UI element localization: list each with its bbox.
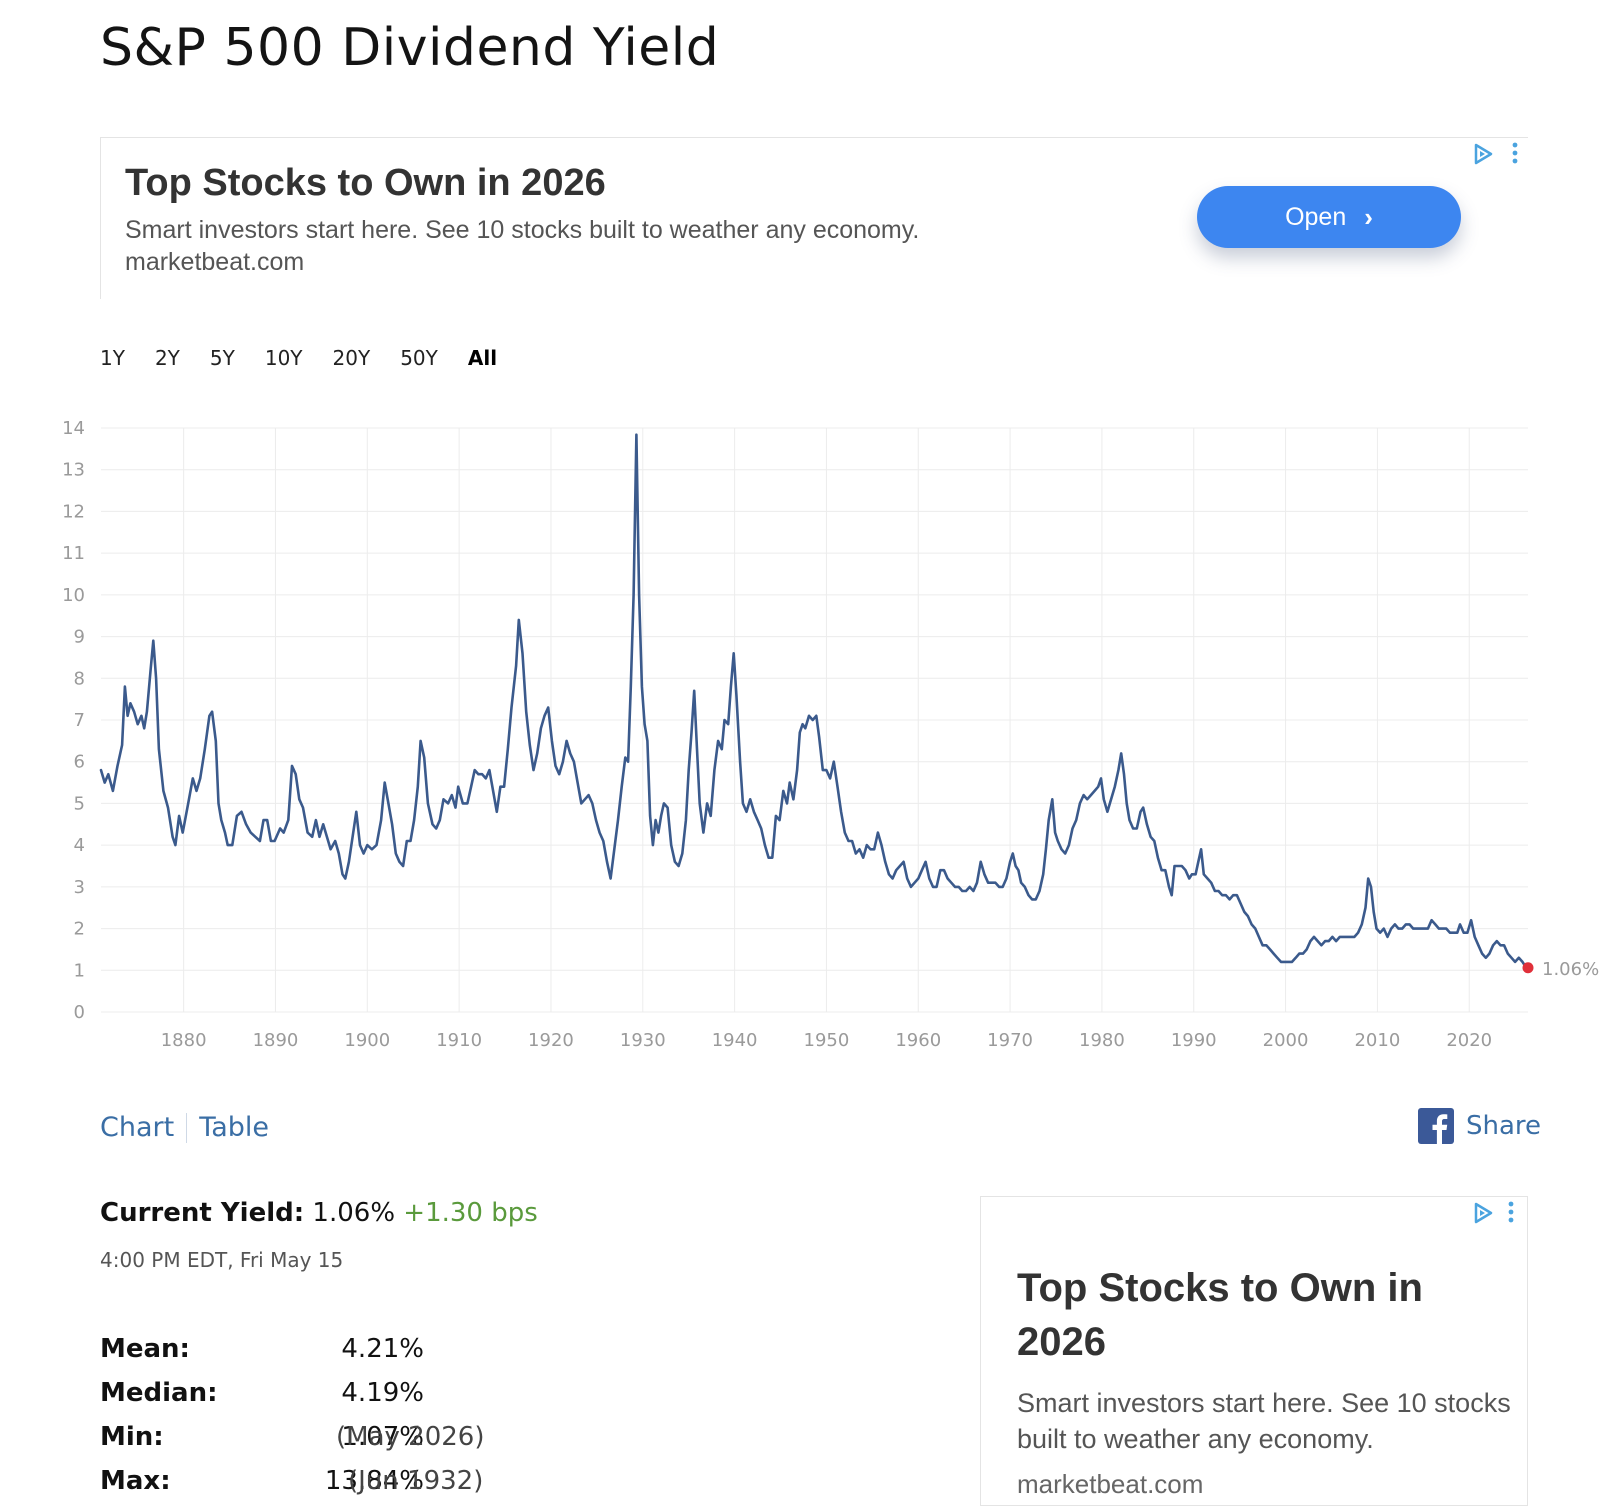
y-tick-label: 14 <box>62 418 85 439</box>
tab-table[interactable]: Table <box>199 1112 270 1143</box>
current-yield-label: Current Yield: <box>100 1198 305 1228</box>
x-tick-label: 2010 <box>1354 1030 1400 1051</box>
y-tick-label: 2 <box>74 919 85 940</box>
y-tick-label: 4 <box>74 835 85 856</box>
current-yield-timestamp: 4:00 PM EDT, Fri May 15 <box>100 1248 344 1272</box>
y-tick-label: 6 <box>74 752 85 773</box>
ad-open-label: Open <box>1285 202 1347 231</box>
top-ad-banner[interactable]: Top Stocks to Own in 2026 Smart investor… <box>100 137 1528 299</box>
y-tick-label: 5 <box>74 793 85 814</box>
yield-statistics: Mean: 4.21% Median: 4.19% Min: 1.07% (Ma… <box>100 1334 484 1510</box>
ad-headline[interactable]: Top Stocks to Own in 2026 <box>1017 1266 1423 1364</box>
y-tick-label: 7 <box>74 710 85 731</box>
current-yield: Current Yield: 1.06% +1.30 bps <box>100 1198 538 1228</box>
last-point-marker[interactable] <box>1522 962 1534 974</box>
x-tick-label: 1920 <box>528 1030 574 1051</box>
stat-median: Median: 4.19% <box>100 1378 424 1422</box>
ad-body-text: Smart investors start here. See 10 stock… <box>1017 1388 1511 1454</box>
side-ad-banner[interactable]: Top Stocks to Own in 2026 Smart investor… <box>980 1196 1528 1506</box>
last-value-label: 1.06% <box>1542 959 1599 980</box>
ad-menu-icon[interactable] <box>1507 1201 1515 1223</box>
view-toggle: Chart Table <box>100 1112 269 1143</box>
y-tick-label: 9 <box>74 627 85 648</box>
ad-open-button[interactable]: Open › <box>1197 186 1461 248</box>
x-tick-label: 1940 <box>712 1030 758 1051</box>
stat-max: Max: 13.84% (Jun 1932) <box>100 1466 483 1510</box>
adchoices-icon[interactable] <box>1471 142 1495 166</box>
share-button[interactable]: Share <box>1418 1108 1541 1144</box>
facebook-icon <box>1418 1108 1454 1144</box>
stat-value: 1.07% <box>341 1422 424 1452</box>
range-1y[interactable]: 1Y <box>100 346 125 370</box>
x-tick-label: 1900 <box>344 1030 390 1051</box>
x-tick-label: 2000 <box>1263 1030 1309 1051</box>
x-tick-label: 1930 <box>620 1030 666 1051</box>
stat-mean: Mean: 4.21% <box>100 1334 424 1378</box>
range-selector: 1Y 2Y 5Y 10Y 20Y 50Y All <box>100 346 527 370</box>
series-line[interactable] <box>99 433 1530 970</box>
y-tick-label: 12 <box>62 501 85 522</box>
y-tick-label: 0 <box>74 1002 85 1023</box>
x-tick-label: 1950 <box>804 1030 850 1051</box>
stat-value: 4.21% <box>341 1334 424 1364</box>
ad-body-text: Smart investors start here. See 10 stock… <box>125 216 920 244</box>
x-tick-label: 1990 <box>1171 1030 1217 1051</box>
current-yield-change: +1.30 bps <box>403 1198 538 1228</box>
adchoices-icon[interactable] <box>1471 1201 1495 1225</box>
stat-date: (Jun 1932) <box>348 1466 484 1496</box>
stat-label: Mean: <box>100 1334 190 1364</box>
y-tick-label: 8 <box>74 668 85 689</box>
stat-value: 13.84% <box>324 1466 424 1496</box>
ad-domain[interactable]: marketbeat.com <box>125 248 305 276</box>
range-10y[interactable]: 10Y <box>264 346 303 370</box>
x-tick-label: 1890 <box>253 1030 299 1051</box>
x-tick-label: 1880 <box>161 1030 207 1051</box>
ad-menu-icon[interactable] <box>1511 142 1519 164</box>
y-tick-label: 13 <box>62 460 85 481</box>
y-tick-label: 3 <box>74 877 85 898</box>
stat-label: Median: <box>100 1378 218 1408</box>
stat-min: Min: 1.07% (May 2026) <box>100 1422 484 1466</box>
y-tick-label: 11 <box>62 543 85 564</box>
range-2y[interactable]: 2Y <box>154 346 180 370</box>
y-tick-label: 10 <box>62 585 85 606</box>
tab-chart[interactable]: Chart <box>100 1112 175 1143</box>
x-tick-label: 2020 <box>1446 1030 1492 1051</box>
x-axis: 1880 1890 1900 1910 1920 1930 1940 1950 1960 1970… <box>161 1030 1492 1051</box>
stat-date: (May 2026) <box>336 1422 485 1452</box>
stat-label: Min: <box>100 1422 164 1452</box>
range-all[interactable]: All <box>467 346 498 370</box>
stat-label: Max: <box>100 1466 171 1496</box>
range-20y[interactable]: 20Y <box>332 346 371 370</box>
page-title: S&P 500 Dividend Yield <box>100 18 720 78</box>
toggle-divider <box>186 1112 188 1143</box>
share-label: Share <box>1466 1111 1542 1141</box>
x-tick-label: 1970 <box>987 1030 1033 1051</box>
ad-domain[interactable]: marketbeat.com <box>1017 1469 1204 1499</box>
range-5y[interactable]: 5Y <box>209 346 235 370</box>
stat-value: 4.19% <box>341 1378 424 1408</box>
chevron-right-icon: › <box>1364 201 1373 232</box>
x-tick-label: 1980 <box>1079 1030 1125 1051</box>
range-50y[interactable]: 50Y <box>400 346 438 370</box>
y-tick-label: 1 <box>74 960 85 981</box>
current-yield-value: 1.06% <box>312 1198 396 1228</box>
chart-grid <box>101 427 1528 1013</box>
x-tick-label: 1910 <box>436 1030 482 1051</box>
x-tick-label: 1960 <box>895 1030 941 1051</box>
ad-headline[interactable]: Top Stocks to Own in 2026 <box>125 162 606 204</box>
